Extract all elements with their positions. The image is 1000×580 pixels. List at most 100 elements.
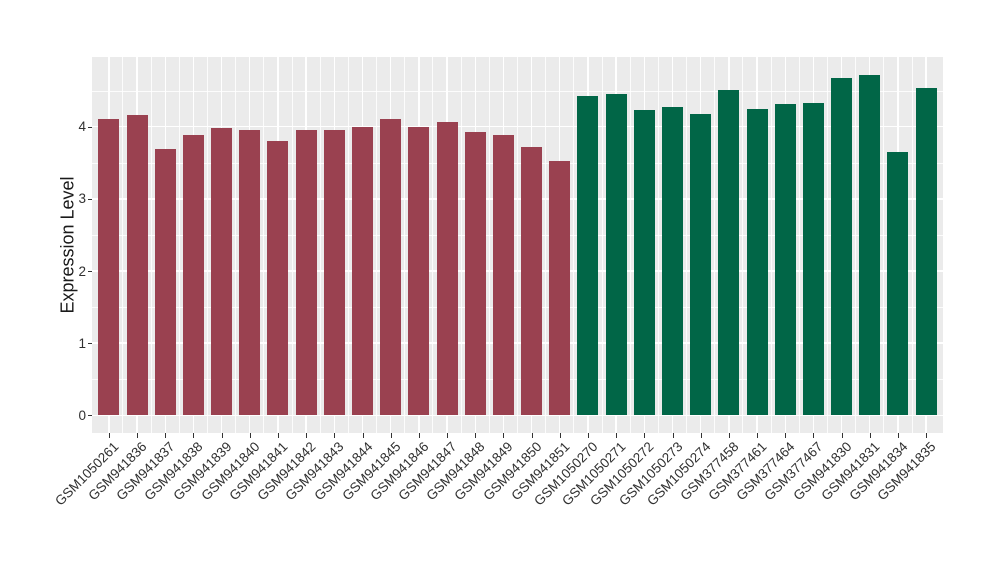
gridline-v-minor bbox=[714, 57, 716, 433]
bar bbox=[182, 134, 204, 416]
gridline-v-minor bbox=[601, 57, 603, 433]
x-tick-mark bbox=[108, 433, 110, 438]
gridline-v-minor bbox=[319, 57, 321, 433]
x-tick-mark bbox=[700, 433, 702, 438]
x-tick-mark bbox=[869, 433, 871, 438]
gridline-v-minor bbox=[122, 57, 124, 433]
gridline-v-minor bbox=[432, 57, 434, 433]
x-tick-mark bbox=[418, 433, 420, 438]
x-tick-mark bbox=[897, 433, 899, 438]
bar bbox=[436, 122, 458, 416]
gridline-h-major bbox=[92, 198, 943, 200]
bar bbox=[915, 88, 937, 416]
gridline-v-minor bbox=[235, 57, 237, 433]
y-tick-label: 2 bbox=[78, 263, 86, 279]
bar bbox=[380, 119, 402, 416]
gridline-v-minor bbox=[517, 57, 518, 433]
bar bbox=[323, 129, 345, 416]
gridline-h-major bbox=[92, 414, 943, 417]
gridline-v-minor bbox=[573, 57, 575, 433]
gridline-v-minor bbox=[545, 57, 547, 433]
gridline-v-minor bbox=[178, 57, 180, 433]
bar bbox=[690, 113, 712, 416]
y-tick-mark bbox=[87, 198, 92, 200]
gridline-h-major bbox=[92, 270, 943, 272]
bar bbox=[267, 141, 289, 416]
bar bbox=[859, 74, 881, 416]
y-tick-mark bbox=[87, 126, 92, 128]
gridline-v-minor bbox=[488, 57, 490, 433]
gridline-v-minor bbox=[770, 57, 772, 433]
x-tick-mark bbox=[137, 433, 139, 438]
x-tick-mark bbox=[503, 433, 505, 438]
x-tick-mark bbox=[813, 433, 815, 438]
y-tick-mark bbox=[87, 415, 92, 417]
y-tick-label: 1 bbox=[78, 335, 86, 351]
gridline-v-minor bbox=[207, 57, 209, 433]
bar bbox=[802, 102, 824, 416]
bar bbox=[633, 110, 655, 416]
x-tick-mark bbox=[475, 433, 477, 438]
y-tick-label: 4 bbox=[78, 119, 86, 135]
x-tick-mark bbox=[249, 433, 251, 438]
y-tick-label: 0 bbox=[78, 407, 86, 423]
gridline-v-minor bbox=[629, 57, 631, 433]
bar bbox=[295, 130, 317, 416]
gridline-v-minor bbox=[404, 57, 406, 433]
y-tick-mark bbox=[87, 343, 92, 345]
bar bbox=[774, 104, 796, 416]
gridline-h-major bbox=[92, 342, 943, 344]
x-tick-mark bbox=[644, 433, 646, 438]
gridline-v-minor bbox=[150, 57, 152, 433]
x-tick-mark bbox=[277, 433, 279, 438]
plot-panel bbox=[92, 57, 943, 433]
bar bbox=[887, 151, 909, 416]
x-tick-mark bbox=[334, 433, 336, 438]
bar bbox=[831, 78, 853, 416]
x-tick-mark bbox=[926, 433, 928, 438]
y-tick-label: 3 bbox=[78, 191, 86, 207]
x-tick-mark bbox=[757, 433, 759, 438]
gridline-v-minor bbox=[460, 57, 462, 433]
gridline-v-minor bbox=[686, 57, 688, 433]
x-tick-mark bbox=[306, 433, 308, 438]
x-tick-mark bbox=[531, 433, 533, 438]
gridline-v-minor bbox=[883, 57, 885, 433]
x-tick-mark bbox=[447, 433, 449, 438]
gridline-h-major bbox=[92, 125, 943, 128]
bar bbox=[126, 115, 148, 416]
x-tick-mark bbox=[559, 433, 561, 438]
gridline-v-minor bbox=[347, 57, 349, 433]
gridline-v-minor bbox=[911, 57, 913, 433]
x-tick-mark bbox=[193, 433, 195, 438]
bar bbox=[352, 126, 374, 416]
bar bbox=[464, 132, 486, 416]
bar bbox=[718, 89, 740, 416]
gridline-v-minor bbox=[855, 57, 857, 433]
y-tick-mark bbox=[87, 271, 92, 272]
bar bbox=[605, 94, 627, 416]
bar bbox=[408, 126, 430, 416]
x-tick-mark bbox=[785, 433, 787, 438]
bar bbox=[521, 146, 543, 416]
x-tick-mark bbox=[390, 433, 392, 438]
x-tick-mark bbox=[672, 433, 674, 438]
bar bbox=[98, 118, 120, 416]
bar bbox=[549, 161, 571, 416]
x-tick-mark bbox=[587, 433, 589, 438]
gridline-v-minor bbox=[742, 57, 744, 433]
bar bbox=[239, 129, 261, 416]
gridline-v-minor bbox=[657, 57, 659, 433]
bar bbox=[577, 95, 599, 416]
x-tick-mark bbox=[728, 433, 730, 438]
gridline-v-minor bbox=[376, 57, 378, 433]
x-tick-mark bbox=[362, 433, 364, 438]
gridline-v-minor bbox=[826, 57, 828, 433]
bar bbox=[211, 128, 233, 416]
x-tick-mark bbox=[221, 433, 223, 438]
bar bbox=[746, 108, 768, 416]
x-tick-mark bbox=[616, 433, 618, 438]
gridline-v-minor bbox=[291, 57, 293, 433]
gridline-v-minor bbox=[263, 57, 265, 433]
